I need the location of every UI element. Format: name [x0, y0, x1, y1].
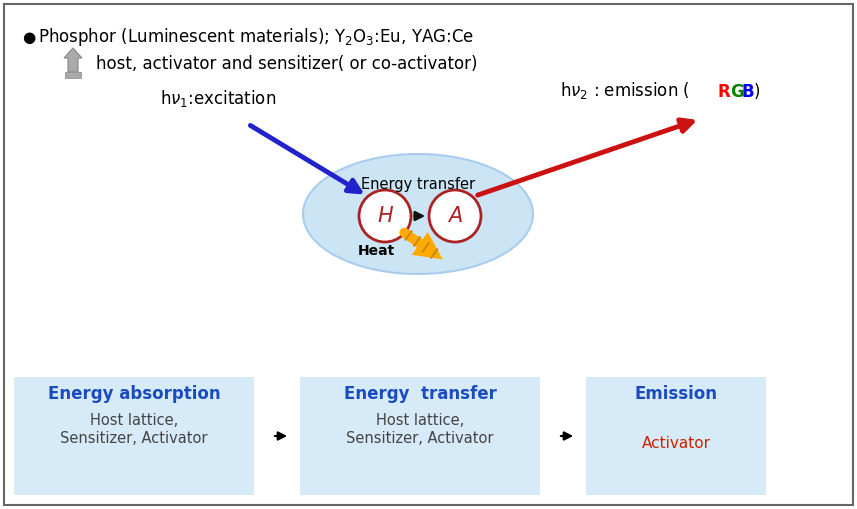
Text: B: B [742, 83, 755, 101]
Text: Phosphor (Luminescent materials); $\mathregular{Y_2O_3}$:Eu, YAG:Ce: Phosphor (Luminescent materials); $\math… [38, 26, 474, 48]
Text: H: H [377, 206, 393, 226]
FancyBboxPatch shape [586, 377, 766, 495]
FancyArrow shape [64, 48, 82, 72]
Text: Sensitizer, Activator: Sensitizer, Activator [60, 431, 207, 446]
FancyBboxPatch shape [14, 377, 254, 495]
Text: host, activator and sensitizer( or co-activator): host, activator and sensitizer( or co-ac… [96, 55, 477, 73]
Circle shape [359, 190, 411, 242]
Text: Sensitizer, Activator: Sensitizer, Activator [346, 431, 494, 446]
Text: Heat: Heat [358, 244, 395, 258]
Text: Activator: Activator [642, 437, 710, 451]
Text: Host lattice,: Host lattice, [376, 413, 464, 428]
Ellipse shape [303, 154, 533, 274]
FancyBboxPatch shape [4, 4, 853, 505]
Text: Energy transfer: Energy transfer [361, 177, 475, 192]
Text: h$\nu_1$:excitation: h$\nu_1$:excitation [160, 88, 276, 109]
Circle shape [429, 190, 481, 242]
Text: Emission: Emission [634, 385, 717, 403]
Text: ●: ● [22, 30, 35, 44]
Text: Energy absorption: Energy absorption [48, 385, 220, 403]
Text: Energy  transfer: Energy transfer [344, 385, 496, 403]
Text: h$\nu_2$ : emission (: h$\nu_2$ : emission ( [560, 80, 690, 101]
Text: Host lattice,: Host lattice, [90, 413, 178, 428]
FancyBboxPatch shape [300, 377, 540, 495]
FancyBboxPatch shape [65, 72, 81, 78]
Text: G: G [730, 83, 744, 101]
Text: A: A [448, 206, 462, 226]
Text: R: R [718, 83, 731, 101]
Text: ): ) [754, 83, 760, 101]
